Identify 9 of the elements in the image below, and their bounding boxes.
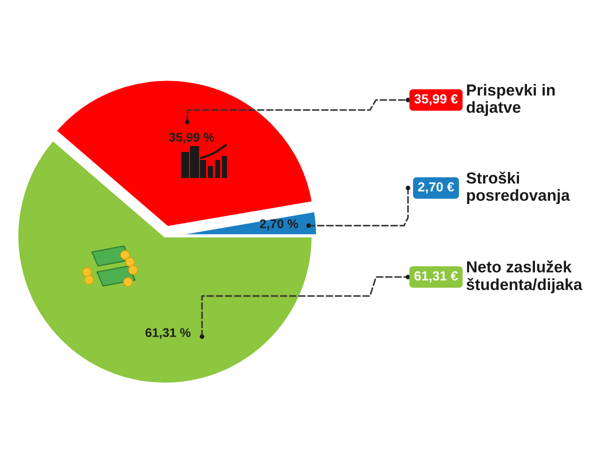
text: 35,99 € xyxy=(414,94,458,106)
text: 61,31 € xyxy=(414,271,458,282)
legend-label: Neto zaslužek študenta/dijaka xyxy=(466,260,582,294)
legend-label: Stroški posredovanja xyxy=(466,172,570,204)
data-label: 2,70 % xyxy=(260,219,298,230)
text: 2,70 € xyxy=(418,182,454,194)
legend-label: Prispevki in dajatve xyxy=(466,84,555,116)
data-label: 35,99 % xyxy=(168,132,214,144)
data-label: 61,31 % xyxy=(145,328,191,339)
